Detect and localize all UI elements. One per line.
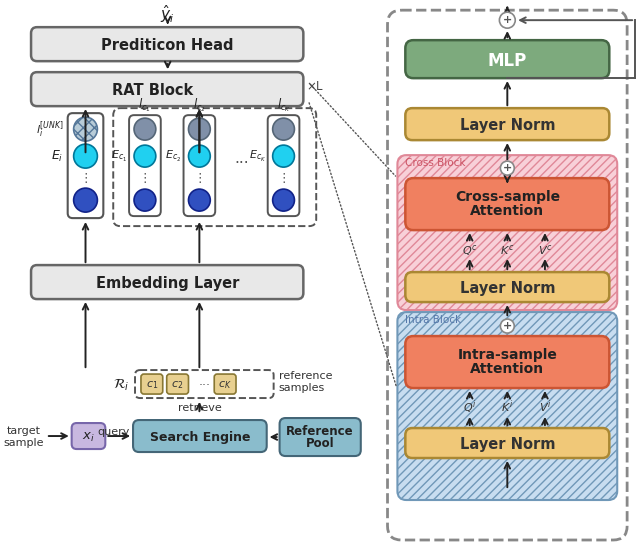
FancyBboxPatch shape	[397, 312, 617, 500]
Text: $E_{c_1}$: $E_{c_1}$	[111, 149, 127, 164]
Text: query: query	[97, 427, 129, 437]
Text: $c_1$: $c_1$	[146, 379, 158, 391]
FancyBboxPatch shape	[280, 418, 361, 456]
Text: ⋮: ⋮	[193, 172, 205, 184]
Text: $l_{c_K}$: $l_{c_K}$	[276, 97, 291, 114]
Text: ···: ···	[198, 379, 211, 391]
Text: Prediticon Head: Prediticon Head	[102, 38, 234, 53]
Text: $\mathcal{R}_i$: $\mathcal{R}_i$	[113, 377, 130, 393]
Text: $l_{c_2}$: $l_{c_2}$	[193, 97, 206, 114]
Text: Pool: Pool	[306, 436, 335, 450]
Text: target: target	[7, 426, 41, 436]
FancyBboxPatch shape	[405, 336, 609, 388]
Text: +: +	[502, 163, 512, 173]
Circle shape	[500, 319, 515, 333]
Text: ⋮: ⋮	[139, 172, 151, 184]
Text: MLP: MLP	[488, 52, 527, 70]
FancyBboxPatch shape	[31, 72, 303, 106]
Text: Search Engine: Search Engine	[150, 430, 251, 444]
Text: $E_i$: $E_i$	[51, 149, 64, 164]
Text: Intra Block: Intra Block	[405, 315, 461, 325]
Text: Reference: Reference	[286, 424, 354, 438]
Text: $x_i$: $x_i$	[82, 430, 95, 444]
Text: Cross-sample: Cross-sample	[455, 190, 560, 204]
Text: RAT Block: RAT Block	[112, 83, 193, 98]
Text: +: +	[502, 15, 512, 25]
Text: reference: reference	[278, 371, 332, 381]
FancyBboxPatch shape	[397, 155, 617, 310]
Text: $Q^i$: $Q^i$	[463, 398, 477, 416]
FancyBboxPatch shape	[68, 113, 103, 218]
Circle shape	[134, 118, 156, 140]
FancyBboxPatch shape	[184, 115, 215, 216]
Text: Cross Block: Cross Block	[405, 158, 466, 168]
Text: Layer Norm: Layer Norm	[460, 117, 555, 133]
FancyBboxPatch shape	[133, 420, 267, 452]
Text: Layer Norm: Layer Norm	[460, 281, 555, 295]
Text: $c_2$: $c_2$	[172, 379, 184, 391]
FancyBboxPatch shape	[31, 265, 303, 299]
Text: $Q^c$: $Q^c$	[462, 243, 477, 257]
Text: samples: samples	[278, 383, 325, 393]
Text: ⋮: ⋮	[277, 172, 290, 184]
Text: $l_{c_1}$: $l_{c_1}$	[138, 97, 152, 114]
FancyBboxPatch shape	[387, 10, 627, 540]
FancyBboxPatch shape	[405, 108, 609, 140]
Circle shape	[273, 189, 294, 211]
Circle shape	[74, 144, 97, 168]
Text: sample: sample	[4, 438, 44, 448]
FancyBboxPatch shape	[214, 374, 236, 394]
FancyBboxPatch shape	[166, 374, 189, 394]
FancyBboxPatch shape	[268, 115, 300, 216]
Text: Intra-sample: Intra-sample	[458, 348, 557, 362]
Circle shape	[189, 145, 211, 167]
Text: Attention: Attention	[470, 204, 545, 218]
Circle shape	[74, 188, 97, 212]
Circle shape	[189, 189, 211, 211]
Text: $\hat{y}_i$: $\hat{y}_i$	[161, 3, 175, 25]
FancyBboxPatch shape	[405, 272, 609, 302]
Text: $V^i$: $V^i$	[539, 399, 551, 416]
Text: ···: ···	[235, 155, 249, 171]
Circle shape	[134, 145, 156, 167]
FancyBboxPatch shape	[405, 40, 609, 78]
Circle shape	[273, 145, 294, 167]
Circle shape	[273, 118, 294, 140]
Text: $K^c$: $K^c$	[500, 243, 515, 257]
Circle shape	[134, 189, 156, 211]
Text: ⋮: ⋮	[79, 172, 92, 184]
FancyBboxPatch shape	[31, 27, 303, 61]
Text: retrieve: retrieve	[177, 403, 221, 413]
Circle shape	[499, 12, 515, 28]
Text: +: +	[502, 321, 512, 331]
FancyBboxPatch shape	[405, 428, 609, 458]
Text: Layer Norm: Layer Norm	[460, 436, 555, 451]
Text: $l_i^{[UNK]}$: $l_i^{[UNK]}$	[36, 119, 64, 139]
Text: $K^i$: $K^i$	[501, 399, 513, 416]
Circle shape	[500, 161, 515, 175]
FancyBboxPatch shape	[405, 178, 609, 230]
Circle shape	[189, 118, 211, 140]
Text: $V^c$: $V^c$	[538, 243, 552, 257]
Text: $E_{c_K}$: $E_{c_K}$	[248, 149, 266, 164]
Text: $E_{c_2}$: $E_{c_2}$	[165, 149, 182, 164]
Text: Embedding Layer: Embedding Layer	[96, 276, 239, 290]
Text: $c_K$: $c_K$	[218, 379, 232, 391]
Circle shape	[74, 117, 97, 141]
FancyBboxPatch shape	[141, 374, 163, 394]
Text: $\times$L: $\times$L	[307, 80, 324, 93]
Text: Attention: Attention	[470, 362, 545, 376]
FancyBboxPatch shape	[72, 423, 106, 449]
FancyBboxPatch shape	[129, 115, 161, 216]
